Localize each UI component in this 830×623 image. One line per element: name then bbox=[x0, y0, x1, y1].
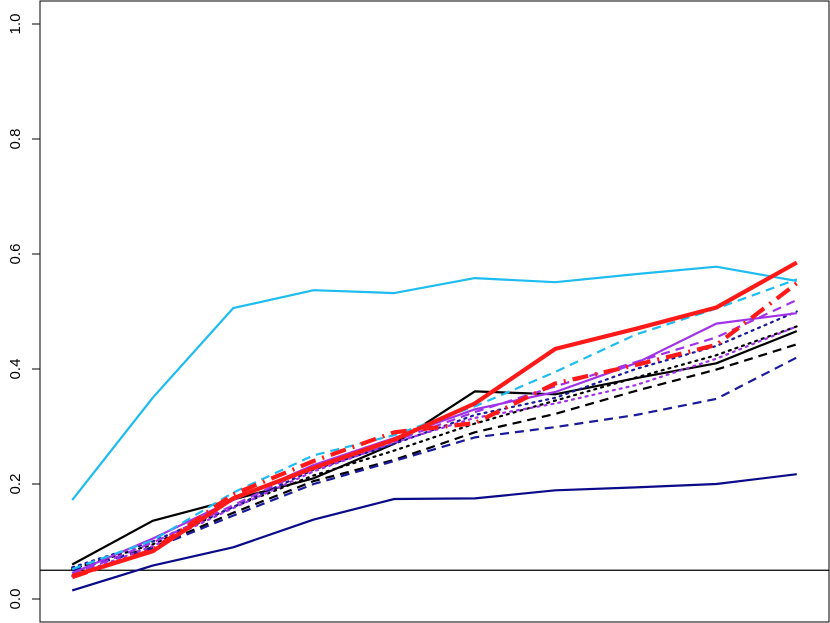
series-line-12 bbox=[71, 260, 798, 579]
y-axis: 0.0 0.2 0.4 0.6 0.8 1.0 bbox=[7, 14, 41, 610]
series-line-6 bbox=[71, 356, 798, 572]
series-line-2 bbox=[71, 473, 797, 592]
series-line-1 bbox=[71, 265, 797, 501]
y-tick-label: 0.2 bbox=[7, 474, 24, 495]
y-tick-label: 0.4 bbox=[7, 359, 24, 380]
y-tick-label: 0.8 bbox=[7, 129, 24, 150]
series-line-3 bbox=[71, 330, 798, 566]
y-tick-label: 0.0 bbox=[7, 589, 24, 610]
series-line-13 bbox=[71, 281, 799, 580]
series-line-10 bbox=[71, 325, 798, 578]
y-tick-label: 0.6 bbox=[7, 244, 24, 265]
series-line-4 bbox=[71, 343, 798, 572]
series-layer bbox=[71, 260, 799, 592]
y-tick-label: 1.0 bbox=[7, 14, 24, 35]
